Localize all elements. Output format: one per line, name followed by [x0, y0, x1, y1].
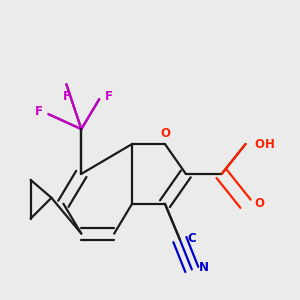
Text: O: O	[254, 137, 265, 151]
Text: F: F	[105, 90, 113, 103]
Text: F: F	[34, 105, 43, 118]
Text: H: H	[265, 137, 275, 151]
Text: O: O	[254, 197, 265, 210]
Text: O: O	[160, 127, 170, 140]
Text: N: N	[199, 262, 209, 275]
Text: C: C	[187, 232, 196, 244]
Text: F: F	[62, 90, 70, 103]
